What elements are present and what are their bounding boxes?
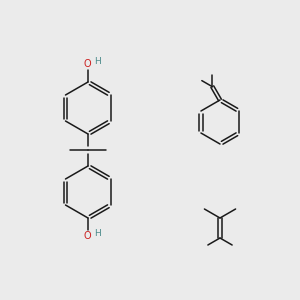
Text: O: O bbox=[83, 59, 91, 69]
Text: H: H bbox=[94, 229, 101, 238]
Text: O: O bbox=[83, 231, 91, 241]
Text: H: H bbox=[94, 56, 101, 65]
